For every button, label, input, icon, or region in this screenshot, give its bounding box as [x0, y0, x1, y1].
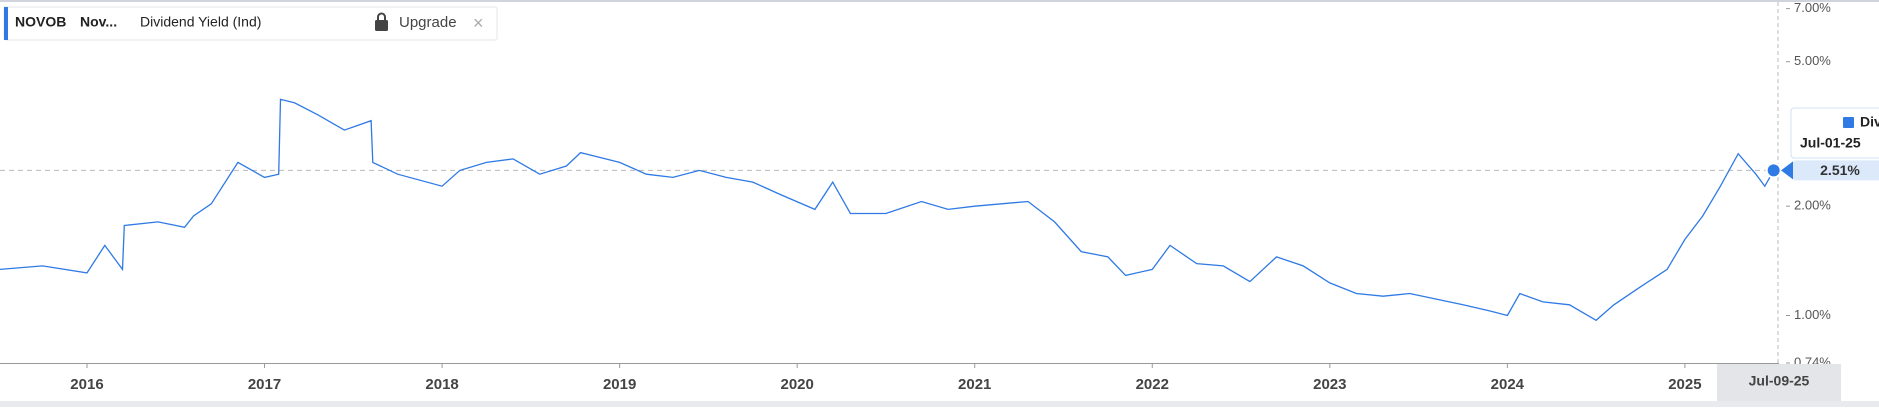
x-tick-label: 2018	[425, 376, 458, 393]
tooltip-box	[1790, 107, 1879, 159]
y-tick-label: 2.00%	[1794, 198, 1831, 213]
close-button[interactable]: ×	[473, 13, 484, 33]
x-tick-label: 2017	[248, 376, 281, 393]
header-accent	[4, 7, 8, 40]
x-tick-label: 2025	[1668, 376, 1701, 393]
x-tick-label: 2019	[603, 376, 636, 393]
y-tick-label: 5.00%	[1794, 53, 1831, 68]
x-axis-band	[0, 364, 1879, 407]
hover-point	[1765, 162, 1782, 179]
lock-icon	[375, 12, 388, 31]
value-flag-label: 2.51%	[1820, 162, 1860, 178]
tooltip: Div Jul-01-25 2.51%	[1781, 107, 1879, 181]
y-tick-label: 7.00%	[1794, 0, 1831, 15]
tooltip-date: Jul-01-25	[1800, 135, 1861, 151]
company-name: Nov...	[80, 14, 117, 30]
tooltip-label: Div	[1860, 114, 1879, 130]
value-flag	[1781, 160, 1879, 181]
bottom-strip	[0, 401, 1879, 407]
x-tick-label: 2020	[780, 376, 813, 393]
header-box: NOVOB Nov... Dividend Yield (Ind) Upgrad…	[3, 6, 498, 41]
y-tick-label: 1.00%	[1794, 307, 1831, 322]
upgrade-button[interactable]: Upgrade	[399, 14, 457, 31]
x-tick-label: 2021	[958, 376, 991, 393]
metric-name: Dividend Yield (Ind)	[140, 14, 261, 30]
x-tick-label: 2023	[1313, 376, 1346, 393]
series-line	[0, 98, 1775, 322]
tooltip-swatch	[1843, 117, 1854, 128]
x-tick-label: 2024	[1491, 376, 1525, 393]
x-tick-label: 2016	[70, 376, 103, 393]
cursor-date-box	[1717, 364, 1841, 401]
x-tick-label: 2022	[1136, 376, 1169, 393]
cursor-date-label: Jul-09-25	[1749, 373, 1810, 389]
value-flag-arrow	[1781, 161, 1793, 180]
ticker: NOVOB	[15, 14, 66, 30]
